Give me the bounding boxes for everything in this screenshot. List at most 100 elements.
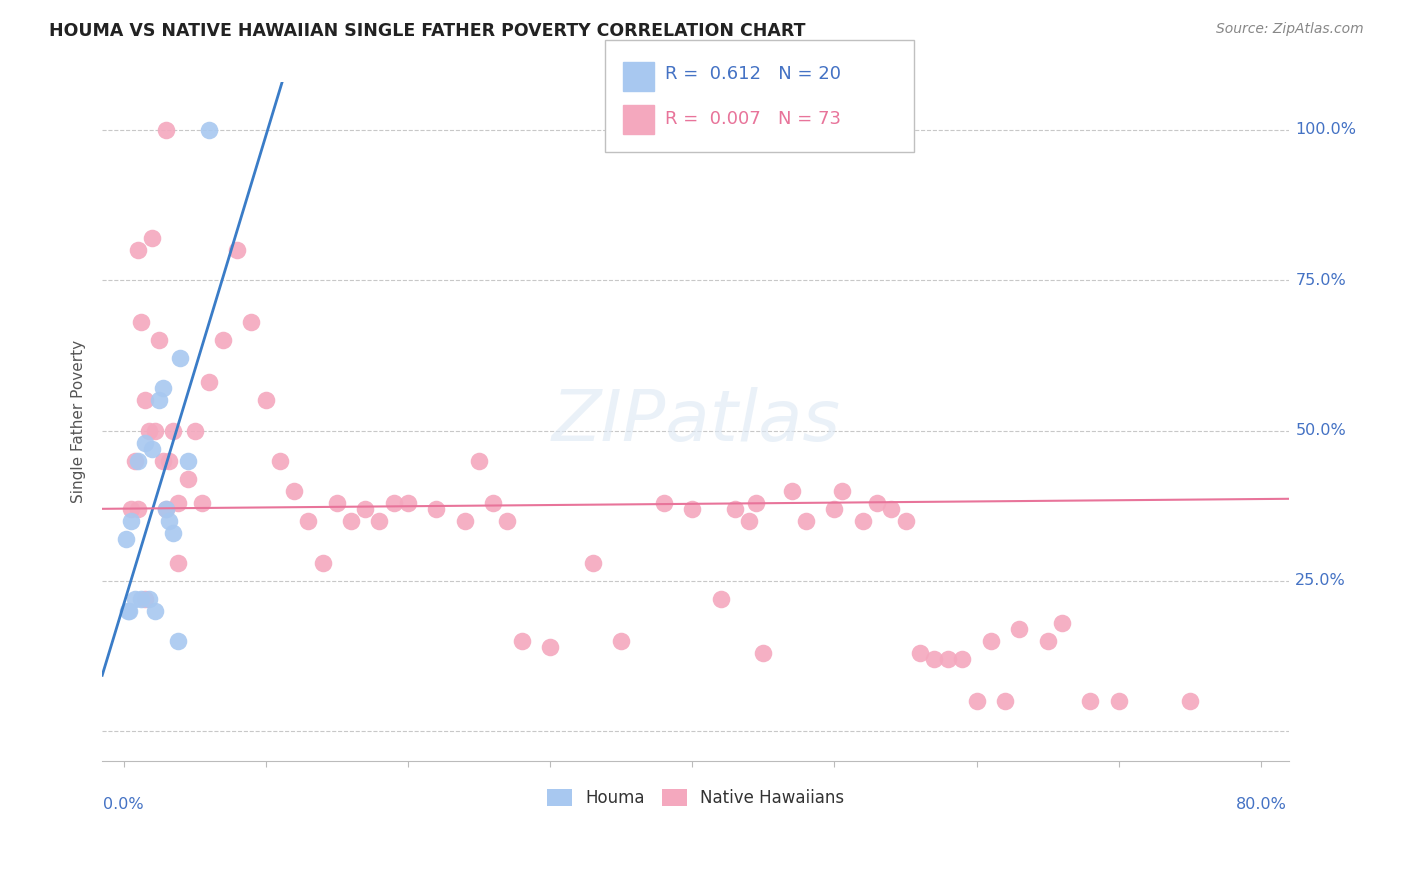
Point	[166, 633, 188, 648]
Point	[908, 646, 931, 660]
Point	[468, 453, 491, 467]
Point	[148, 334, 170, 348]
Point	[340, 514, 363, 528]
Point	[745, 495, 768, 509]
Point	[124, 591, 146, 606]
Point	[1178, 694, 1201, 708]
Point	[157, 514, 180, 528]
Point	[169, 351, 191, 366]
Point	[115, 532, 138, 546]
Point	[852, 514, 875, 528]
Point	[117, 604, 139, 618]
Point	[129, 315, 152, 329]
Point	[138, 591, 160, 606]
Text: Source: ZipAtlas.com: Source: ZipAtlas.com	[1216, 22, 1364, 37]
Point	[1108, 694, 1130, 708]
Point	[966, 694, 988, 708]
Point	[155, 123, 177, 137]
Point	[950, 652, 973, 666]
Point	[538, 640, 561, 654]
Point	[894, 514, 917, 528]
Point	[780, 483, 803, 498]
Point	[129, 591, 152, 606]
Point	[134, 435, 156, 450]
Point	[162, 424, 184, 438]
Point	[240, 315, 263, 329]
Point	[155, 501, 177, 516]
Point	[382, 495, 405, 509]
Point	[155, 501, 177, 516]
Point	[176, 472, 198, 486]
Point	[269, 453, 291, 467]
Point	[143, 424, 166, 438]
Point	[454, 514, 477, 528]
Point	[127, 453, 149, 467]
Point	[183, 424, 205, 438]
Point	[198, 123, 221, 137]
Point	[880, 501, 903, 516]
Point	[166, 556, 188, 570]
Point	[127, 501, 149, 516]
Point	[120, 501, 142, 516]
Point	[176, 453, 198, 467]
Point	[198, 376, 221, 390]
Point	[118, 604, 141, 618]
Text: ZIPatlas: ZIPatlas	[551, 387, 841, 456]
Point	[166, 495, 188, 509]
Point	[157, 453, 180, 467]
Point	[148, 393, 170, 408]
Point	[496, 514, 519, 528]
Point	[134, 393, 156, 408]
Point	[396, 495, 419, 509]
Point	[141, 442, 163, 456]
Point	[823, 501, 845, 516]
Point	[311, 556, 333, 570]
Point	[368, 514, 391, 528]
Point	[1078, 694, 1101, 708]
Point	[124, 453, 146, 467]
Text: R =  0.007   N = 73: R = 0.007 N = 73	[665, 110, 841, 128]
Point	[738, 514, 761, 528]
Text: 100.0%: 100.0%	[1295, 122, 1357, 137]
Point	[141, 231, 163, 245]
Point	[652, 495, 675, 509]
Legend: Houma, Native Hawaiians: Houma, Native Hawaiians	[541, 782, 851, 814]
Point	[134, 591, 156, 606]
Point	[1008, 622, 1031, 636]
Point	[752, 646, 775, 660]
Point	[152, 381, 174, 395]
Point	[283, 483, 305, 498]
Point	[425, 501, 447, 516]
Text: 0.0%: 0.0%	[103, 797, 143, 812]
Point	[226, 243, 249, 257]
Point	[326, 495, 349, 509]
Point	[297, 514, 319, 528]
Point	[936, 652, 959, 666]
Point	[724, 501, 747, 516]
Text: HOUMA VS NATIVE HAWAIIAN SINGLE FATHER POVERTY CORRELATION CHART: HOUMA VS NATIVE HAWAIIAN SINGLE FATHER P…	[49, 22, 806, 40]
Point	[922, 652, 945, 666]
Text: 80.0%: 80.0%	[1236, 797, 1286, 812]
Point	[994, 694, 1017, 708]
Point	[1050, 615, 1073, 630]
Point	[510, 633, 533, 648]
Text: 75.0%: 75.0%	[1295, 273, 1346, 288]
Text: 50.0%: 50.0%	[1295, 423, 1346, 438]
Point	[143, 604, 166, 618]
Point	[866, 495, 889, 509]
Point	[980, 633, 1002, 648]
Point	[138, 424, 160, 438]
Point	[190, 495, 212, 509]
Point	[212, 334, 235, 348]
Point	[354, 501, 377, 516]
Point	[152, 453, 174, 467]
Point	[254, 393, 277, 408]
Point	[681, 501, 703, 516]
Point	[582, 556, 605, 570]
Text: R =  0.612   N = 20: R = 0.612 N = 20	[665, 65, 841, 83]
Point	[794, 514, 817, 528]
Y-axis label: Single Father Poverty: Single Father Poverty	[72, 340, 86, 503]
Text: 25.0%: 25.0%	[1295, 574, 1346, 588]
Point	[127, 243, 149, 257]
Point	[162, 525, 184, 540]
